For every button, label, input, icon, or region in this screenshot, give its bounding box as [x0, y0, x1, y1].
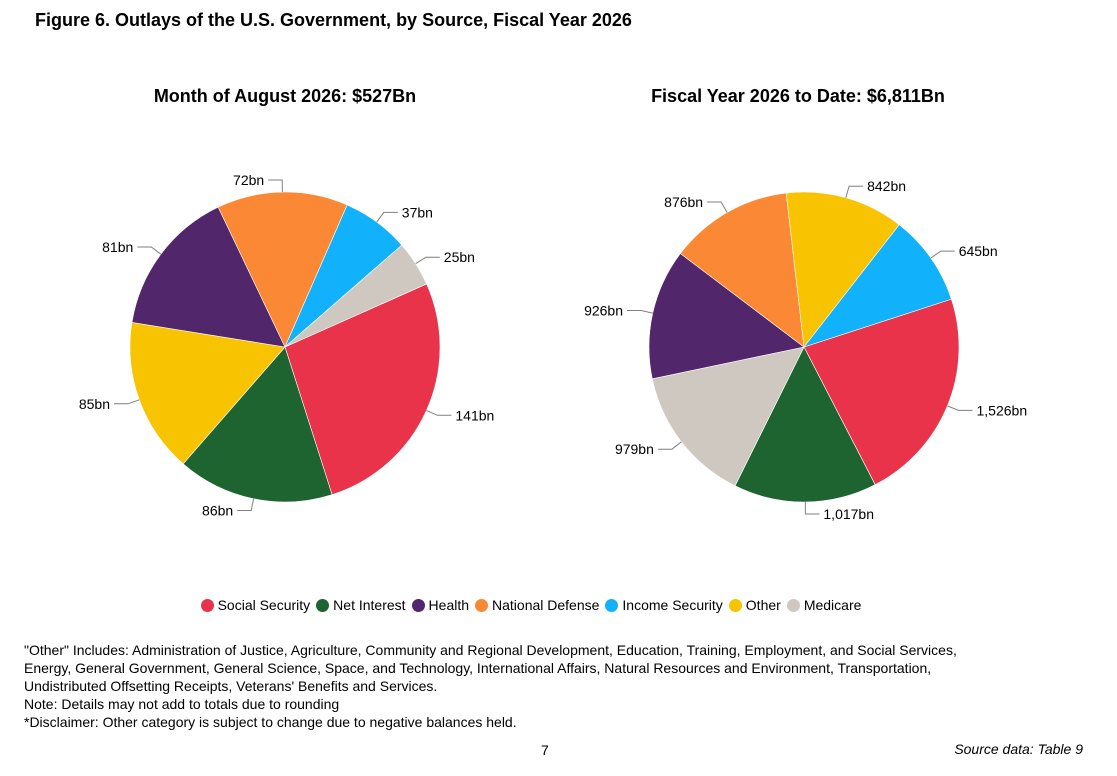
data-label-other: 842bn	[867, 178, 906, 194]
legend-item-health: Health	[411, 597, 470, 613]
chart-title-month: Month of August 2026: $527Bn	[153, 86, 417, 106]
legend-label: Net Interest	[333, 597, 406, 613]
legend-item-net-interest: Net Interest	[316, 597, 406, 613]
footnote-note: Note: Details may not add to totals due …	[24, 696, 340, 712]
leader-line-medicare	[415, 256, 440, 265]
leader-line-medicare	[657, 441, 682, 450]
pie-slice-net-interest	[734, 346, 876, 503]
data-label-health: 926bn	[584, 303, 623, 319]
legend-marker-other	[728, 599, 742, 612]
pie-slice-income-security	[803, 224, 952, 348]
pie-slice-national-defense	[679, 192, 805, 348]
legend-item-medicare: Medicare	[786, 597, 862, 613]
pie-chart-0: 141bn 86bn 85bn 81bn 72bn 37bn 25bn	[79, 172, 494, 519]
legend-item-income-security: Income Security	[605, 597, 723, 613]
leader-line-other	[114, 399, 140, 405]
data-label-national-defense: 72bn	[233, 172, 264, 188]
data-label-income-security: 37bn	[402, 204, 433, 220]
legend-item-national-defense: National Defense	[475, 597, 599, 613]
data-label-net-interest: 1,017bn	[823, 506, 874, 522]
data-label-other: 85bn	[79, 396, 110, 412]
legend-marker-net-interest	[316, 599, 330, 612]
legend-label: Health	[428, 597, 470, 613]
leader-line-health	[137, 246, 162, 255]
legend-marker-medicare	[786, 599, 800, 612]
pie-slice-medicare	[284, 244, 427, 348]
source-note: Source data: Table 9	[954, 741, 1083, 757]
data-label-social-security: 141bn	[455, 407, 494, 423]
data-label-medicare: 979bn	[615, 441, 654, 457]
data-label-health: 81bn	[102, 239, 133, 255]
pie-slice-national-defense	[217, 191, 348, 348]
legend-label: National Defense	[492, 597, 600, 613]
leader-line-social-security	[947, 405, 973, 411]
pie-slice-net-interest	[182, 346, 333, 503]
data-label-medicare: 25bn	[444, 249, 475, 265]
footnote-other-includes: "Other" Includes: Administration of Just…	[24, 642, 957, 694]
legend-marker-social-security	[200, 599, 214, 612]
leader-line-income-security	[376, 211, 398, 223]
data-label-net-interest: 86bn	[202, 503, 233, 519]
legend-item-other: Other	[728, 597, 781, 613]
data-label-income-security: 645bn	[959, 243, 998, 259]
pie-slice-social-security	[803, 298, 960, 486]
figure-title: Figure 6. Outlays of the U.S. Government…	[35, 10, 632, 30]
leader-line-income-security	[930, 250, 955, 259]
legend-marker-income-security	[605, 599, 619, 612]
data-label-social-security: 1,526bn	[977, 402, 1028, 418]
leader-line-health	[627, 310, 653, 314]
legend-label: Other	[745, 597, 781, 613]
page-number: 7	[541, 742, 549, 758]
legend: Social Security Net Interest Health Nationa…	[0, 597, 1062, 613]
pie-slice-health	[131, 206, 286, 348]
data-label-national-defense: 876bn	[664, 194, 703, 210]
legend-item-social-security: Social Security	[200, 597, 311, 613]
legend-marker-national-defense	[475, 599, 489, 612]
legend-label: Income Security	[622, 597, 723, 613]
footnotes: "Other" Includes: Administration of Just…	[24, 641, 964, 731]
legend-marker-health	[411, 599, 425, 612]
pie-chart-1: 1,526bn 1,017bn 979bn 926bn 876bn 842bn 645bn	[584, 178, 1027, 522]
legend-label: Medicare	[803, 597, 862, 613]
pie-slice-health	[648, 253, 805, 380]
leader-line-net-interest	[804, 501, 820, 515]
leader-line-national-defense	[707, 201, 728, 213]
leader-line-national-defense	[268, 179, 283, 193]
leader-line-net-interest	[237, 498, 255, 511]
legend-label: Social Security	[217, 597, 311, 613]
leader-line-social-security	[426, 409, 452, 416]
footnote-disclaimer: *Disclaimer: Other category is subject t…	[24, 714, 517, 730]
chart-title-fytd: Fiscal Year 2026 to Date: $6,811Bn	[651, 86, 945, 106]
leader-line-other	[845, 185, 864, 198]
